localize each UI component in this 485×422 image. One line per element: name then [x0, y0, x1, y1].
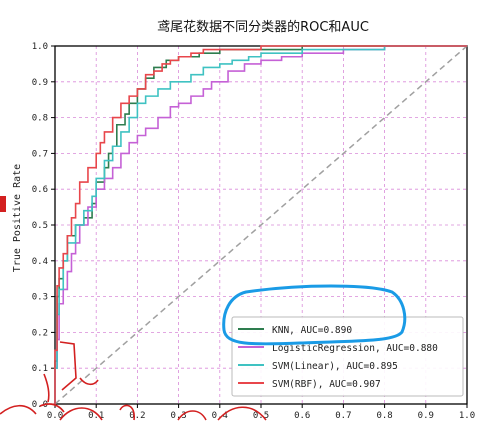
y-tick-label-7: 0.7 — [32, 149, 48, 159]
x-tick-label-3: 0.3 — [170, 411, 186, 421]
tick-labels: 0.0 0.1 0.2 0.3 0.4 0.5 0.6 0.7 0.8 0.9 1.0 0.0 0.1 0… — [32, 42, 475, 421]
roc-curve-lr — [54, 45, 467, 404]
x-tick-label-6: 0.6 — [294, 411, 310, 421]
x-tick-label-5: 0.5 — [253, 411, 269, 421]
chart-title: 鸢尾花数据不同分类器的ROC和AUC — [157, 19, 369, 35]
legend: KNN, AUC=0.890 LogisticRegression, AUC=0.… — [231, 316, 464, 397]
roc-curve-svm_rbf — [54, 45, 467, 404]
x-tick-label-10: 1.0 — [459, 411, 475, 421]
red-scribble-bottom-left — [0, 403, 65, 415]
hand-annotations — [0, 196, 407, 421]
x-tick-label-9: 0.9 — [418, 411, 434, 421]
legend-label-knn: KNN, AUC=0.890 — [272, 325, 352, 336]
y-tick-label-9: 0.9 — [32, 78, 48, 88]
legend-box — [231, 316, 464, 397]
y-axis-label: True Positive Rate — [12, 164, 23, 272]
y-tick-label-2: 0.2 — [32, 328, 48, 338]
blue-circle-annotation — [222, 284, 407, 346]
red-scribble-bottom — [59, 404, 267, 421]
edge-marker — [0, 196, 6, 212]
x-tick-label-4: 0.4 — [212, 411, 228, 421]
y-tick-label-8: 0.8 — [32, 114, 48, 124]
y-tick-label-1: 0.1 — [32, 364, 48, 374]
y-tick-label-10: 1.0 — [32, 42, 48, 52]
y-tick-label-3: 0.3 — [32, 293, 48, 303]
x-tick-label-1: 0.1 — [88, 411, 104, 421]
legend-label-svm_rbf: SVM(RBF), AUC=0.907 — [272, 379, 381, 390]
y-tick-label-4: 0.4 — [32, 257, 48, 267]
x-tick-label-8: 0.8 — [376, 411, 392, 421]
y-tick-label-5: 0.5 — [32, 221, 48, 231]
x-tick-label-7: 0.7 — [335, 411, 351, 421]
y-tick-label-6: 0.6 — [32, 185, 48, 195]
roc-curves — [54, 45, 468, 405]
legend-label-lr: LogisticRegression, AUC=0.880 — [272, 343, 438, 354]
y-tick-label-0: 0.0 — [32, 400, 48, 410]
red-scribble-left — [43, 341, 99, 403]
x-tick-label-0: 0.0 — [47, 411, 63, 421]
x-tick-label-2: 0.2 — [129, 411, 145, 421]
legend-label-svm_linear: SVM(Linear), AUC=0.895 — [272, 361, 398, 372]
diagonal-line — [54, 45, 468, 405]
